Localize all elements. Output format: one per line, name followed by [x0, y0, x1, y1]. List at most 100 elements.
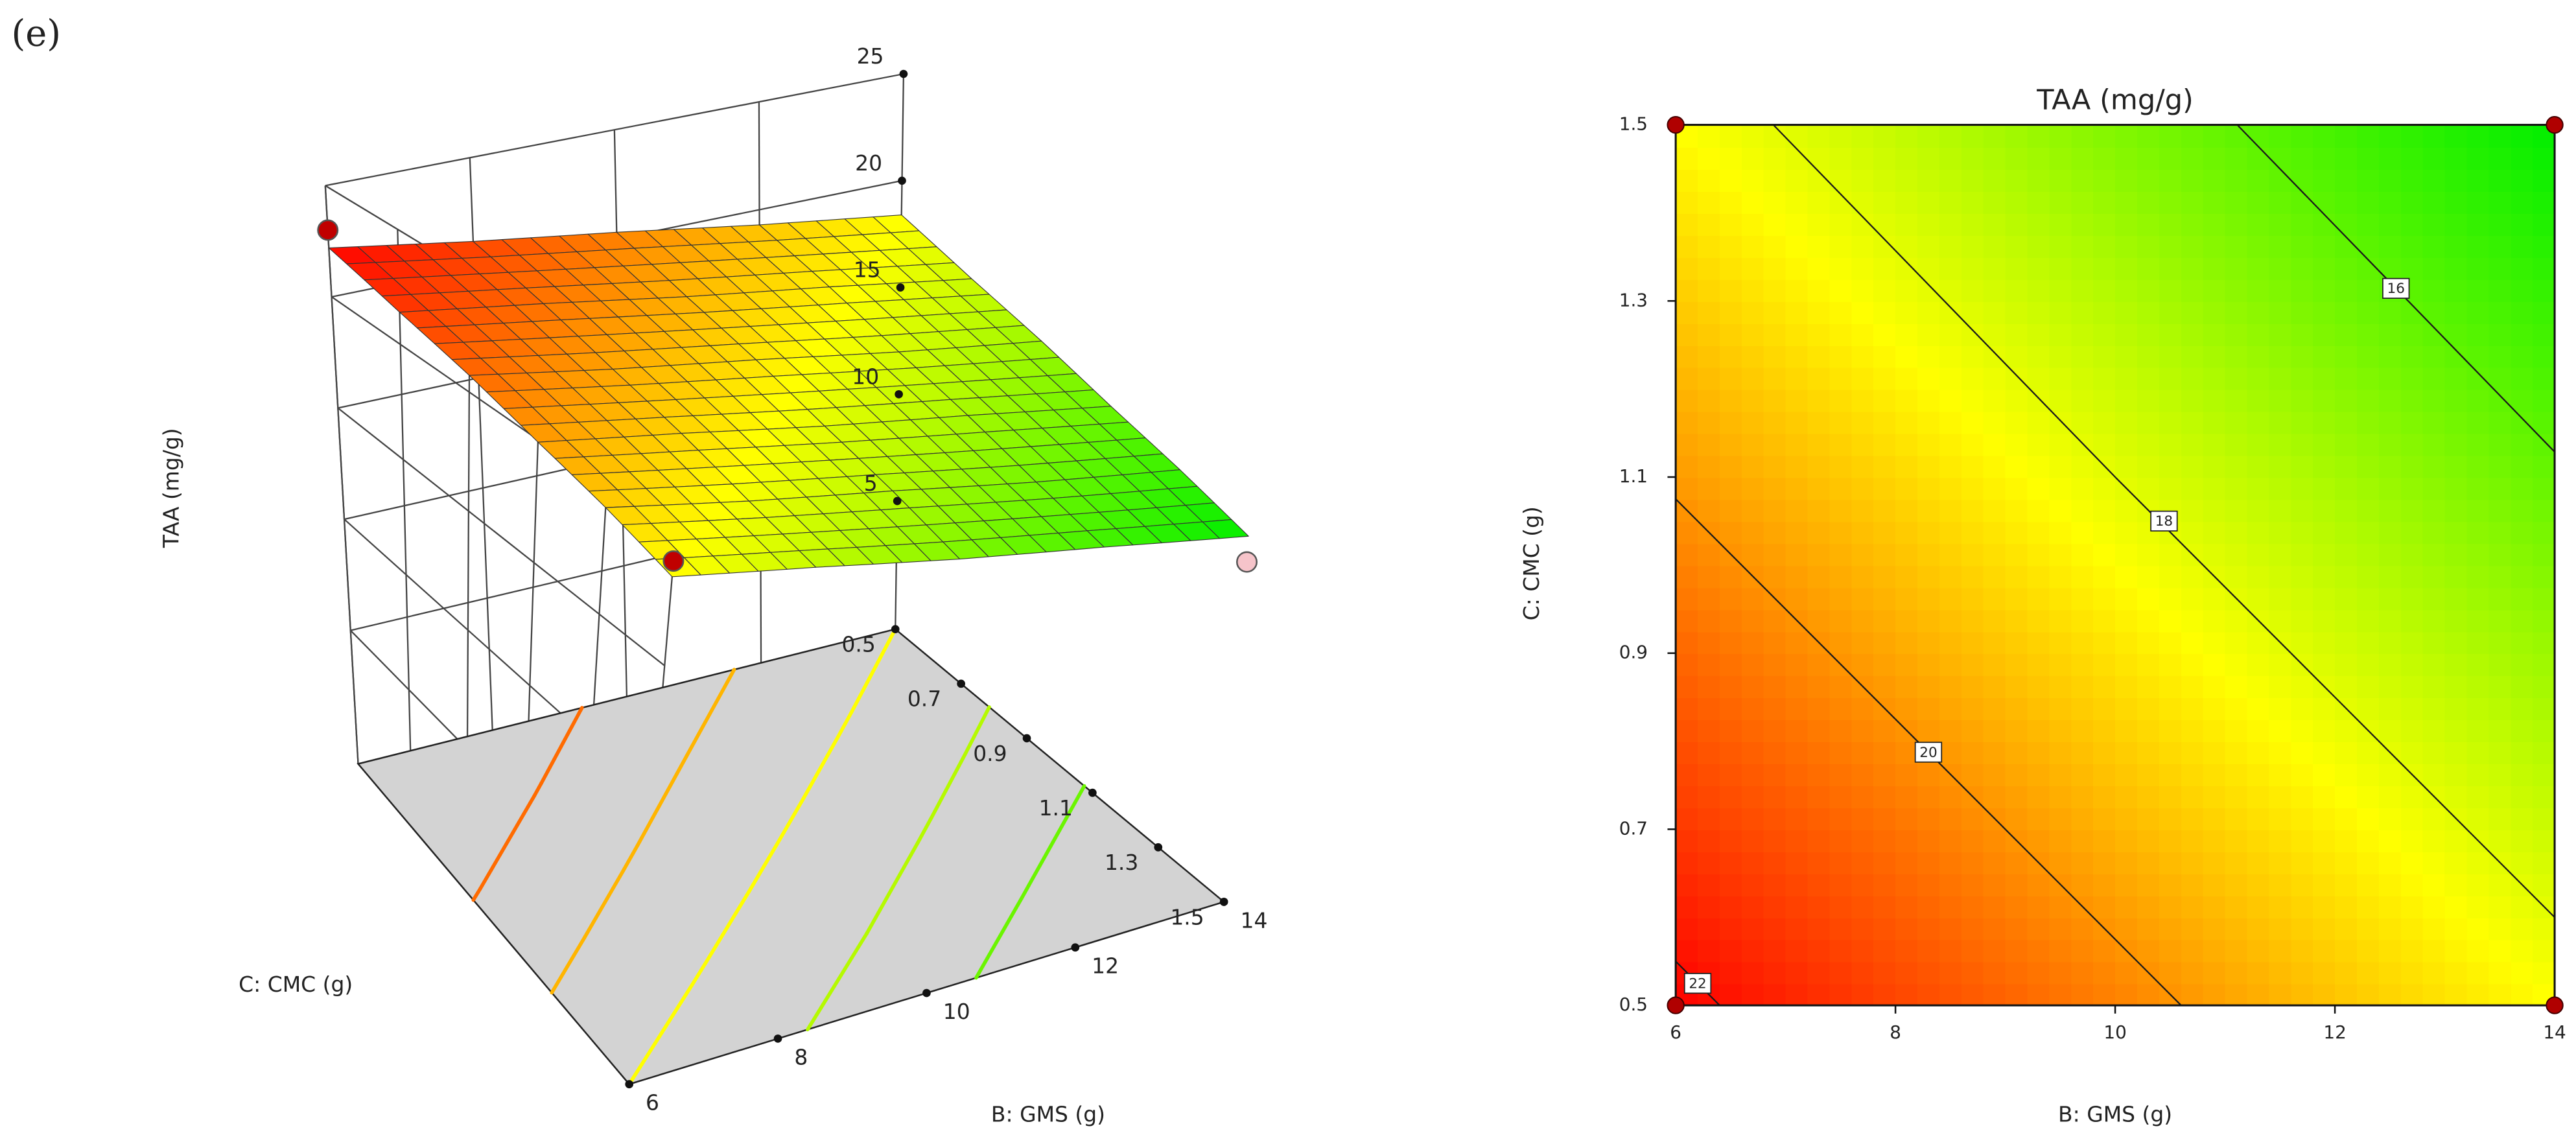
heat-cell: [2247, 301, 2270, 324]
heat-cell: [2225, 895, 2248, 918]
heat-cell: [2071, 675, 2094, 699]
heat-cell: [1719, 411, 1743, 434]
heat-cell: [2335, 169, 2358, 193]
heat-cell: [2533, 851, 2556, 874]
heat-cell: [2466, 543, 2490, 566]
heat-cell: [2203, 455, 2227, 478]
heat-cell: [2005, 389, 2029, 412]
heat-cell: [2466, 851, 2490, 874]
heat-cell: [2137, 609, 2160, 633]
heat-cell: [2313, 124, 2336, 148]
floor-contour: [532, 781, 543, 798]
heat-cell: [2269, 653, 2292, 677]
heat-cell: [1961, 124, 1985, 148]
heat-cell: [2225, 741, 2248, 765]
contour-line: [2114, 476, 2292, 654]
heat-cell: [1763, 851, 1787, 874]
heat-cell: [1851, 124, 1875, 148]
heat-cell: [2422, 983, 2446, 1007]
heat-cell: [1763, 961, 1787, 985]
heat-cell: [2181, 895, 2205, 918]
heat-cell: [1939, 455, 1963, 478]
heat-cell: [1851, 543, 1875, 566]
heat-cell: [2291, 807, 2314, 830]
heat-cell: [1785, 433, 1809, 456]
heat-cell: [1961, 719, 1985, 743]
heat-cell: [1741, 213, 1765, 236]
heat-cell: [2203, 829, 2227, 852]
heat-cell: [1851, 146, 1875, 170]
heat-cell: [2466, 411, 2490, 434]
heat-cell: [2225, 851, 2248, 874]
heat-cell: [2093, 301, 2116, 324]
heat-cell: [2247, 213, 2270, 236]
heat-cell: [2422, 146, 2446, 170]
heat-cell: [1719, 741, 1743, 765]
heat-cell: [1719, 807, 1743, 830]
heat-cell: [2313, 235, 2336, 258]
floor-contour: [1076, 784, 1086, 799]
heat-cell: [1763, 565, 1787, 589]
heat-cell: [1763, 895, 1787, 918]
heat-cell: [1763, 653, 1787, 677]
heat-cell: [1961, 587, 1985, 611]
heat-cell: [2488, 763, 2512, 786]
heat-cell: [2488, 367, 2512, 390]
heat-cell: [2356, 873, 2380, 896]
heat-cell: [2313, 763, 2336, 786]
heat-cell: [2335, 411, 2358, 434]
heat-cell: [1698, 829, 1721, 852]
heat-cell: [1785, 895, 1809, 918]
heat-cell: [2533, 257, 2556, 280]
heat-cell: [2444, 675, 2468, 699]
heat-cell: [2027, 785, 2050, 808]
heat-cell: [1719, 961, 1743, 985]
heat-cell: [2093, 433, 2116, 456]
heat-cell: [1895, 961, 1919, 985]
heat-cell: [2511, 345, 2534, 368]
heat-cell: [1719, 455, 1743, 478]
floor-contour: [627, 983, 694, 1086]
heat-cell: [2137, 565, 2160, 589]
heat-cell: [1895, 520, 1919, 544]
heat-cell: [2137, 235, 2160, 258]
heat-cell: [1807, 895, 1831, 918]
heat-cell: [2511, 169, 2534, 193]
heat-cell: [2313, 411, 2336, 434]
heat-cell: [2356, 411, 2380, 434]
heat-cell: [2005, 719, 2029, 743]
heat-cell: [1719, 609, 1743, 633]
y-tick-label: 0.9: [973, 741, 1007, 766]
heat-cell: [2378, 389, 2402, 412]
heat-cell: [1895, 498, 1919, 522]
heat-cell: [2335, 543, 2358, 566]
heat-cell: [1939, 741, 1963, 765]
heat-cell: [2466, 146, 2490, 170]
contour-label-box: [2382, 277, 2410, 299]
floor-contour: [539, 706, 584, 785]
heat-cell: [1785, 235, 1809, 258]
heat-cell: [1961, 191, 1985, 214]
heat-cell: [1785, 213, 1809, 236]
z-tick-label: 20: [855, 150, 882, 176]
heat-cell: [2511, 697, 2534, 721]
heat-cell: [1895, 279, 1919, 302]
heat-cell: [2269, 565, 2292, 589]
heat-cell: [2071, 763, 2094, 786]
heat-cell: [2027, 565, 2050, 589]
y-tick: [891, 625, 900, 634]
heat-cell: [1698, 411, 1721, 434]
heat-cell: [2269, 520, 2292, 544]
heat-cell: [2444, 895, 2468, 918]
heat-cell: [1829, 565, 1853, 589]
heat-cell: [2181, 301, 2205, 324]
x-tick: [625, 1080, 634, 1089]
heat-cell: [2422, 829, 2446, 852]
heat-cell: [2444, 961, 2468, 985]
heat-cell: [2005, 807, 2029, 830]
heat-cell: [1785, 455, 1809, 478]
heat-cell: [2378, 917, 2402, 940]
heat-cell: [1939, 345, 1963, 368]
heat-cell: [1698, 345, 1721, 368]
heat-cell: [2444, 301, 2468, 324]
